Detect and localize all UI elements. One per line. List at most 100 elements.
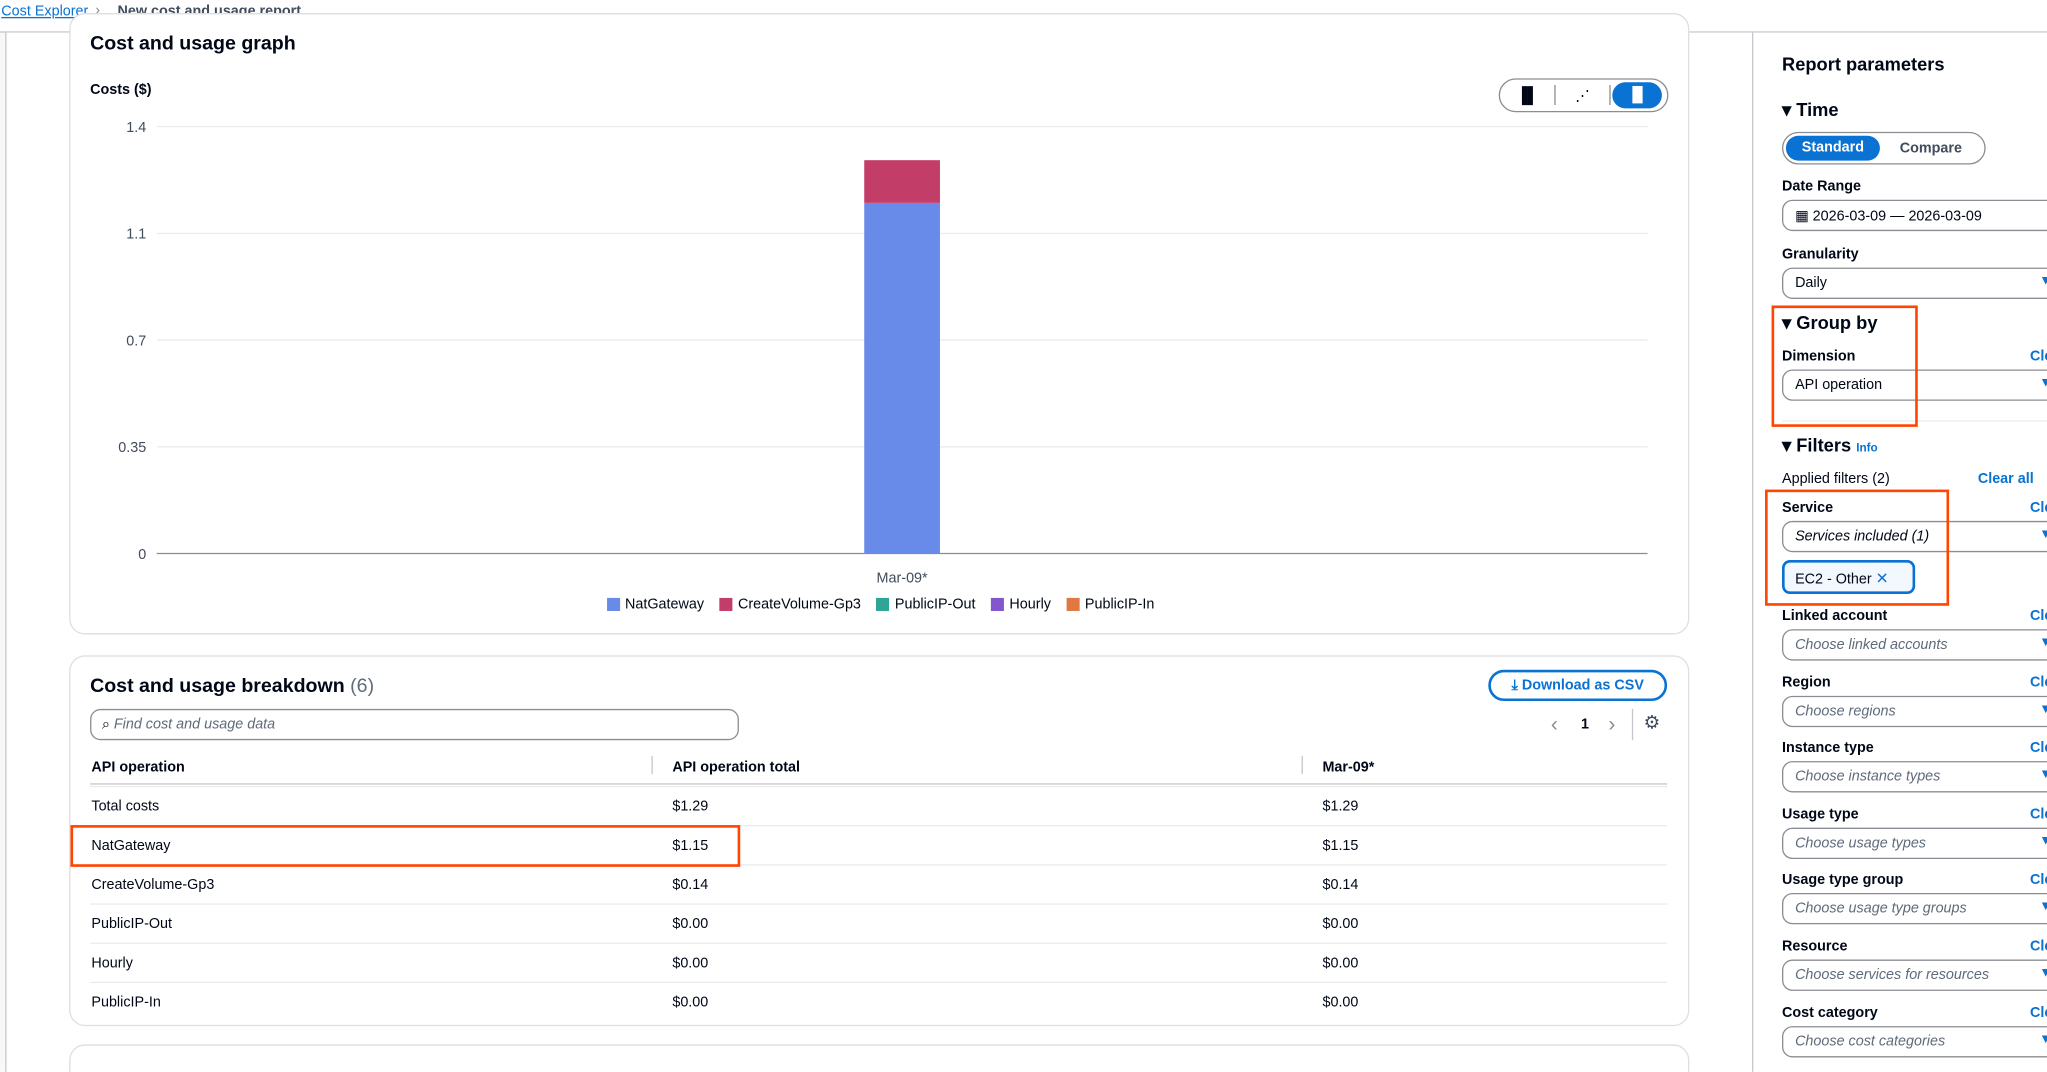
filter-label: Region <box>1782 674 1831 691</box>
y-tick-label: 1.1 <box>126 227 146 243</box>
chart-legend: NatGateway CreateVolume-Gp3 PublicIP-Out Ho… <box>70 596 1690 613</box>
table-row: Total costs $1.29 $1.29 <box>90 785 1668 825</box>
caret-down-icon: ▼ <box>2039 1032 2047 1046</box>
table-row: PublicIP-Out $0.00 $0.00 <box>90 903 1668 942</box>
breakdown-count: (6) <box>350 674 375 698</box>
granularity-label: Granularity <box>1782 246 1859 263</box>
filter-select[interactable]: Choose regions ▼ <box>1782 695 2047 727</box>
bar-chart-icon[interactable]: ▐▌ <box>1516 86 1539 105</box>
granularity-select[interactable]: Daily ▼ <box>1782 267 2047 299</box>
col-api-operation[interactable]: API operation <box>91 759 185 776</box>
legend-swatch <box>719 597 733 611</box>
clear-filter-link[interactable]: Cle <box>2030 740 2047 757</box>
download-label: Download as CSV <box>1521 677 1644 694</box>
remove-token-icon[interactable]: ✕ <box>1875 569 1889 588</box>
legend-item[interactable]: PublicIP-Out <box>876 596 976 613</box>
dimension-value: API operation <box>1795 377 1883 393</box>
y-tick-label: 0.7 <box>126 333 146 349</box>
page-number[interactable]: 1 <box>1580 716 1589 733</box>
token-label: EC2 - Other <box>1795 571 1872 588</box>
bar-segment-natgateway <box>864 202 940 554</box>
clear-filter-link[interactable]: Cle <box>2030 674 2047 691</box>
filter-select[interactable]: Choose instance types ▼ <box>1782 761 2047 793</box>
line-chart-icon[interactable]: ⋰ <box>1575 88 1590 104</box>
time-label: Time <box>1796 99 1839 121</box>
col-api-operation-total[interactable]: API operation total <box>672 759 800 776</box>
highlight-group-by <box>1771 305 1918 427</box>
filter-placeholder: Choose instance types <box>1795 769 1941 785</box>
search-input[interactable]: ⌕ Find cost and usage data <box>90 708 739 741</box>
stacked-bar-chart-icon[interactable]: ▐▌ <box>1612 82 1663 109</box>
filter-select[interactable]: Choose services for resources ▼ <box>1782 959 2047 991</box>
caret-down-icon: ▼ <box>2039 702 2047 716</box>
filter-placeholder: Choose usage types <box>1795 835 1927 851</box>
clear-filter-link[interactable]: Cle <box>2030 938 2047 955</box>
next-page-button[interactable]: › <box>1608 714 1616 737</box>
legend-swatch <box>991 597 1005 611</box>
filter-placeholder: Choose services for resources <box>1795 967 1990 984</box>
clear-filter-link[interactable]: Cle <box>2030 608 2047 625</box>
clear-filter-link[interactable]: Cle <box>2030 806 2047 823</box>
table-cell: $0.00 <box>1322 916 1359 933</box>
table-row: NatGateway $1.15 $1.15 <box>90 825 1668 864</box>
download-csv-button[interactable]: ⤓ Download as CSV <box>1488 669 1668 702</box>
group-by-label: Group by <box>1796 312 1878 333</box>
table-cell: $0.00 <box>672 916 709 933</box>
filters-label: Filters <box>1796 434 1852 456</box>
clear-service-link[interactable]: Cle <box>2030 500 2047 516</box>
caret-down-icon: ▼ <box>2039 768 2047 782</box>
legend-label: CreateVolume-Gp3 <box>737 596 861 613</box>
clear-filter-link[interactable]: Cle <box>2030 872 2047 889</box>
legend-item[interactable]: NatGateway <box>606 596 705 613</box>
table-row: PublicIP-In $0.00 $0.00 <box>90 981 1668 1021</box>
table-cell: $0.14 <box>1322 877 1359 893</box>
time-section-toggle[interactable]: ▾ Time <box>1782 99 1839 121</box>
report-parameters-panel: Report parameters ▾ Time Standard Compar… <box>1751 32 2047 1072</box>
chart-type-toggle: ▐▌ | ⋰ | ▐▌ <box>1498 78 1669 113</box>
time-mode-toggle: Standard Compare <box>1782 131 1986 165</box>
filter-placeholder: Choose linked accounts <box>1795 637 1948 653</box>
highlight-natgateway-row <box>70 825 741 867</box>
filter-select[interactable]: Choose cost categories ▼ <box>1782 1025 2047 1057</box>
dimension-select[interactable]: API operation ▼ <box>1782 369 2047 401</box>
legend-item[interactable]: PublicIP-In <box>1066 597 1154 612</box>
legend-item[interactable]: CreateVolume-Gp3 <box>719 596 861 613</box>
table-row: Hourly $0.00 $0.00 <box>90 942 1668 982</box>
service-select[interactable]: Services included (1) ▼ <box>1782 520 2047 553</box>
standard-option[interactable]: Standard <box>1785 135 1880 161</box>
filter-select[interactable]: Choose usage type groups ▼ <box>1782 893 2047 925</box>
filter-placeholder: Choose cost categories <box>1795 1033 1946 1050</box>
filter-label: Usage type group <box>1782 872 1904 889</box>
caret-down-icon: ▼ <box>2039 966 2047 980</box>
table-row: CreateVolume-Gp3 $0.14 $0.14 <box>90 864 1668 903</box>
clear-dimension-link[interactable]: Cle <box>2030 348 2047 365</box>
breadcrumb-cost-explorer[interactable]: Cost Explorer <box>1 3 89 20</box>
group-by-section-toggle[interactable]: ▾ Group by <box>1782 312 1878 333</box>
table-cell: CreateVolume-Gp3 <box>91 877 215 893</box>
prev-page-button[interactable]: ‹ <box>1550 714 1558 737</box>
table-cell: Total costs <box>91 798 160 815</box>
dimension-label: Dimension <box>1782 348 1856 365</box>
service-value: Services included (1) <box>1795 528 1930 545</box>
legend-item[interactable]: Hourly <box>991 597 1051 612</box>
clear-all-filters-link[interactable]: Clear all <box>1977 471 2034 487</box>
date-range-picker[interactable]: ▦ 2026-03-09 — 2026-03-09 <box>1782 199 2047 232</box>
service-token: EC2 - Other ✕ <box>1782 560 1916 595</box>
filter-select[interactable]: Choose usage types ▼ <box>1782 827 2047 859</box>
settings-gear-icon[interactable]: ⚙ <box>1643 711 1661 733</box>
compare-option[interactable]: Compare <box>1899 140 1962 157</box>
date-range-value: 2026-03-09 — 2026-03-09 <box>1812 208 1982 225</box>
clear-filter-link[interactable]: Cle <box>2030 1004 2047 1021</box>
chevron-right-icon: › <box>95 2 101 19</box>
filter-select[interactable]: Choose linked accounts ▼ <box>1782 629 2047 661</box>
granularity-value: Daily <box>1795 275 1827 292</box>
legend-label: PublicIP-Out <box>894 596 976 613</box>
legend-label: NatGateway <box>625 596 705 613</box>
table-cell: $0.00 <box>1322 994 1359 1011</box>
table-cell: NatGateway <box>91 838 171 854</box>
col-mar-09[interactable]: Mar-09* <box>1322 759 1375 776</box>
y-axis-label: Costs ($) <box>90 82 152 98</box>
filters-section-toggle[interactable]: ▾ Filters Info <box>1782 434 1878 456</box>
breakdown-title: Cost and usage breakdown (6) <box>90 675 374 697</box>
filters-info-link[interactable]: Info <box>1856 441 1878 455</box>
